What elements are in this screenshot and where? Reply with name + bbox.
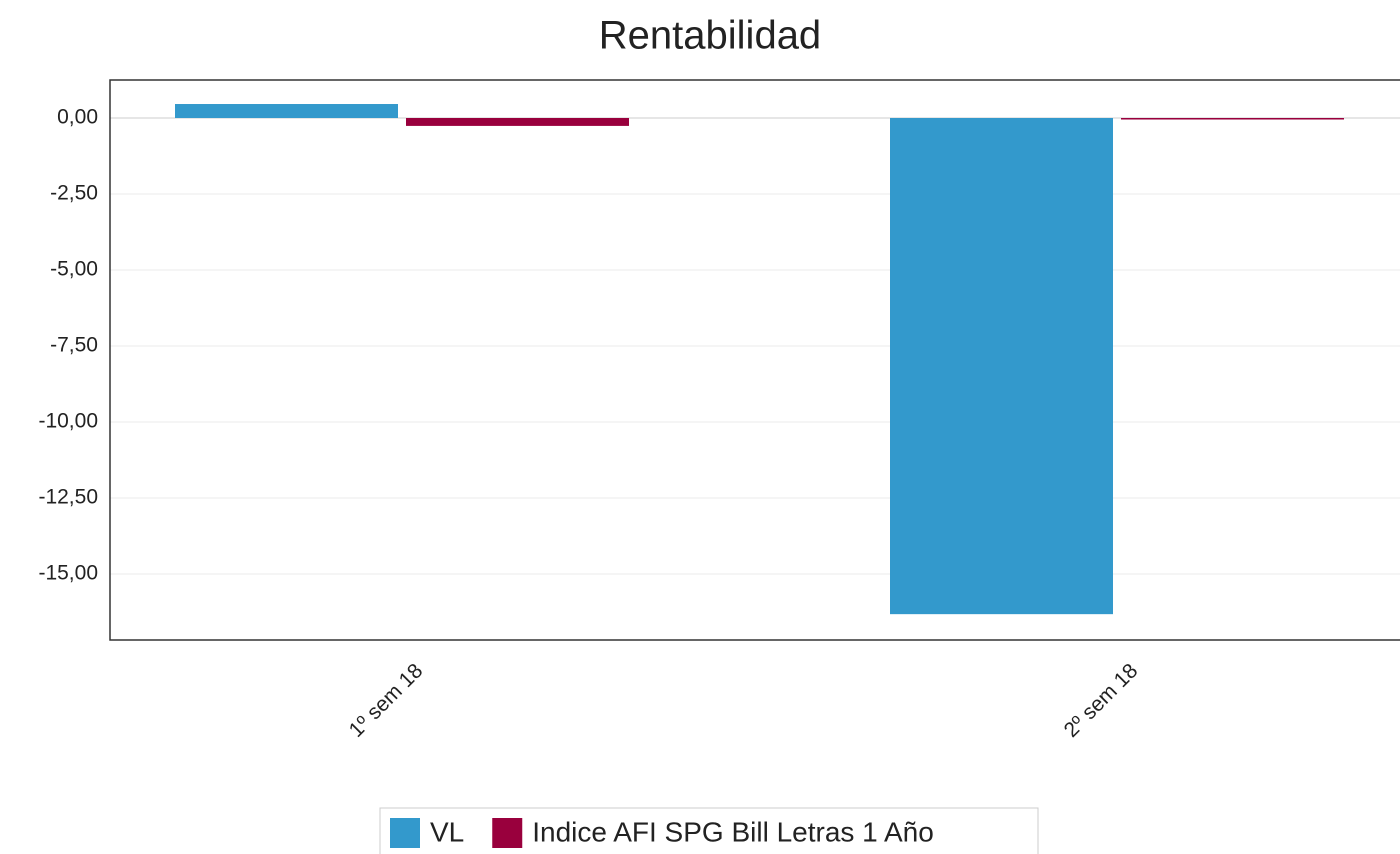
legend-box: [379, 807, 1039, 854]
bar: [175, 104, 398, 119]
y-tick-label: -5,00: [50, 258, 98, 281]
bar: [406, 118, 629, 126]
y-tick-label: -15,00: [38, 562, 98, 585]
x-tick-label: 1º sem 18: [345, 659, 428, 742]
legend-label: Indice AFI SPG Bill Letras 1 Año: [532, 816, 934, 847]
y-tick-label: -10,00: [38, 410, 98, 433]
y-tick-label: -7,50: [50, 334, 98, 357]
y-tick-label: -2,50: [50, 182, 98, 205]
bar: [1121, 118, 1344, 120]
plot-border: [109, 79, 1400, 641]
x-tick-label: 2º sem 18: [1060, 659, 1143, 742]
legend-label: VL: [430, 816, 464, 847]
legend-swatch: [390, 818, 420, 848]
y-tick-label: 0,00: [57, 106, 98, 129]
legend-swatch: [492, 818, 523, 848]
bar: [890, 118, 1113, 615]
y-tick-label: -12,50: [38, 486, 98, 509]
chart-title: Rentabilidad: [599, 14, 821, 58]
